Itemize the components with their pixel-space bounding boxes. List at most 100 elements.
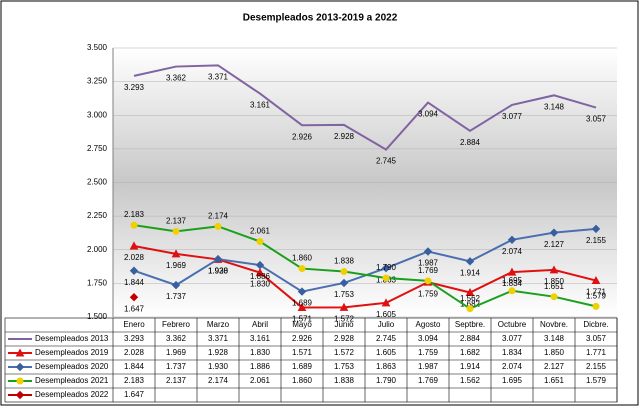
point [171, 280, 181, 290]
data-label: 3.094 [418, 110, 439, 119]
table-cell: 1.771 [586, 348, 607, 357]
data-label: 1.850 [544, 277, 565, 286]
table-cell: 3.293 [124, 334, 145, 343]
y-tick-label: 3.000 [87, 110, 108, 119]
x-tick-label: Enero [123, 320, 145, 329]
data-label: 1.769 [418, 266, 439, 275]
data-label: 1.987 [418, 259, 439, 268]
table-cell: 1.737 [166, 362, 187, 371]
point [465, 257, 475, 266]
legend-marker [16, 377, 24, 385]
point [214, 222, 222, 230]
table-cell: 1.579 [586, 376, 607, 385]
legend-label: Desempleados 2019 [35, 348, 109, 357]
data-label: 3.161 [250, 101, 271, 110]
data-label: 1.651 [544, 282, 565, 291]
data-label: 3.148 [544, 102, 565, 111]
data-label: 1.759 [418, 289, 439, 298]
table-cell: 1.562 [460, 376, 481, 385]
point [129, 293, 139, 302]
y-tick-label: 3.250 [87, 77, 108, 86]
legend-label: Desempleados 2020 [35, 362, 109, 371]
data-label: 1.689 [292, 299, 313, 308]
point [591, 224, 601, 234]
table-cell: 3.094 [418, 334, 439, 343]
table-cell: 1.682 [460, 348, 481, 357]
x-tick-label: Dicbre. [583, 320, 608, 329]
data-label: 1.930 [208, 266, 229, 275]
point [297, 302, 307, 311]
table-cell: 1.769 [418, 376, 439, 385]
x-tick-label: Agosto [416, 320, 441, 329]
data-label: 2.028 [124, 253, 145, 262]
data-label: 2.745 [376, 157, 397, 166]
table-cell: 2.183 [124, 376, 145, 385]
data-label: 2.928 [334, 132, 355, 141]
table-cell: 1.930 [208, 362, 229, 371]
y-tick-label: 1.500 [87, 312, 108, 321]
data-label: 2.174 [208, 211, 229, 220]
point [340, 268, 348, 276]
table-cell: 1.689 [292, 362, 313, 371]
point [381, 298, 391, 307]
data-label: 1.572 [334, 314, 355, 323]
data-label: 1.579 [586, 291, 607, 300]
table-cell: 2.074 [502, 362, 523, 371]
legend-marker [15, 362, 25, 372]
point [549, 228, 559, 237]
point [550, 293, 558, 301]
table-cell: 1.759 [418, 348, 439, 357]
point [129, 241, 139, 250]
table-cell: 1.886 [250, 362, 271, 371]
y-tick-label: 3.500 [87, 43, 108, 52]
series-line [133, 64, 597, 151]
data-label: 2.074 [502, 247, 523, 256]
point [508, 287, 516, 295]
table-cell: 1.860 [292, 376, 313, 385]
point [507, 235, 517, 245]
table-cell: 1.914 [460, 362, 481, 371]
table-cell: 1.651 [544, 376, 565, 385]
data-label: 1.682 [460, 300, 481, 309]
data-label: 2.926 [292, 132, 313, 141]
table-cell: 1.844 [124, 362, 145, 371]
table-cell: 2.174 [208, 376, 229, 385]
point [171, 249, 181, 258]
x-tick-label: Septbre. [455, 320, 485, 329]
point [255, 268, 265, 277]
table-cell: 3.362 [166, 334, 187, 343]
data-label: 1.860 [292, 254, 313, 263]
legend-marker [15, 348, 25, 357]
table-cell: 1.830 [250, 348, 271, 357]
y-tick-label: 2.500 [87, 178, 108, 187]
table-cell: 1.850 [544, 348, 565, 357]
table-cell: 1.572 [334, 348, 355, 357]
point [423, 247, 433, 256]
legend-label: Desempleados 2021 [35, 376, 109, 385]
table-cell: 2.028 [124, 348, 145, 357]
table-cell: 1.863 [376, 362, 397, 371]
data-label: 1.790 [376, 263, 397, 272]
table-cell: 2.155 [586, 362, 607, 371]
table-cell: 3.148 [544, 334, 565, 343]
point [339, 302, 349, 311]
table-cell: 1.647 [124, 390, 145, 399]
table-cell: 2.061 [250, 376, 271, 385]
legend-label: Desempleados 2022 [35, 390, 109, 399]
legend-label: Desempleados 2013 [35, 334, 109, 343]
data-label: 1.914 [460, 268, 481, 277]
x-tick-label: Marzo [207, 320, 230, 329]
table-cell: 2.137 [166, 376, 187, 385]
point [298, 265, 306, 273]
data-label: 1.571 [292, 315, 313, 324]
point [130, 221, 138, 229]
point [465, 287, 475, 297]
table-cell: 1.928 [208, 348, 229, 357]
point [424, 277, 432, 285]
data-label: 1.830 [250, 280, 271, 289]
data-label: 3.077 [502, 112, 523, 121]
table-cell: 3.161 [250, 334, 271, 343]
data-label: 1.834 [502, 279, 523, 288]
y-tick-label: 2.750 [87, 144, 108, 153]
table-cell: 2.884 [460, 334, 481, 343]
